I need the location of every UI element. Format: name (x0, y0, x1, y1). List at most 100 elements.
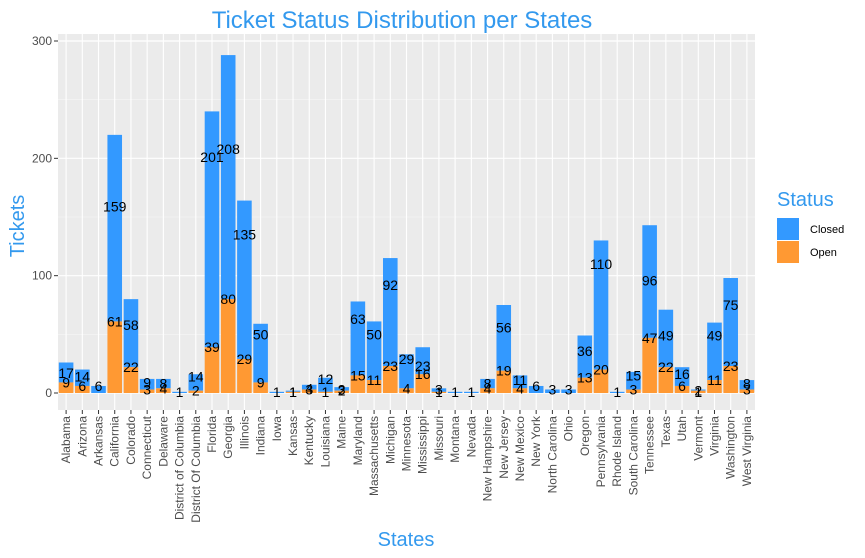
bar-open (204, 347, 220, 393)
x-tick-label: Pennsylvania (594, 416, 608, 488)
x-tick-label: Rhode Island (610, 416, 624, 487)
x-tick-label: Arizona (75, 416, 89, 457)
y-tick-label: 300 (32, 34, 52, 48)
bar-closed (723, 278, 738, 367)
bar-closed (285, 390, 301, 392)
label-closed: 92 (383, 277, 399, 293)
bar-closed (188, 374, 204, 391)
bar-open (107, 321, 123, 393)
label-closed: 208 (217, 141, 241, 157)
bar-open (577, 377, 593, 393)
legend-key-closed (777, 218, 799, 240)
label-closed: 96 (642, 272, 658, 288)
bar-closed (480, 378, 495, 389)
bar-open (285, 391, 301, 393)
x-tick-label: Indiana (254, 416, 268, 456)
label-open: 22 (123, 359, 139, 375)
label-closed: 56 (496, 319, 512, 335)
bar-closed (415, 347, 431, 375)
bar-open (188, 390, 204, 393)
x-tick-label: Colorado (124, 416, 138, 465)
x-tick-label: New Mexico (513, 416, 527, 482)
x-tick-label: Florida (205, 416, 219, 453)
label-closed: 1 (467, 384, 475, 400)
x-tick-label: Tennessee (643, 416, 657, 474)
label-open: 22 (658, 359, 674, 375)
x-tick-label: Alabama (59, 416, 73, 464)
x-tick-label: Oregon (578, 416, 592, 456)
label-closed: 8 (159, 376, 167, 392)
bar-closed (91, 385, 106, 393)
legend: Status Closed Open (777, 189, 844, 263)
label-open: 47 (642, 330, 658, 346)
label-open: 2 (338, 383, 346, 399)
label-open: 61 (107, 313, 123, 329)
x-tick-label: Montana (448, 416, 462, 463)
bar-closed (512, 375, 528, 389)
bar-open (739, 389, 755, 393)
bar-open (593, 369, 609, 393)
bar-closed (447, 391, 463, 393)
bar-closed (626, 371, 641, 390)
bar-open (480, 388, 495, 393)
x-tick-label: Texas (659, 416, 673, 447)
label-closed: 1 (451, 384, 459, 400)
label-closed: 14 (75, 369, 91, 385)
label-open: 4 (516, 380, 524, 396)
bar-closed (577, 335, 593, 378)
bar-closed (707, 322, 722, 381)
label-closed: 50 (366, 326, 382, 342)
bar-open (399, 388, 414, 393)
bar-closed (431, 388, 447, 392)
label-open: 23 (723, 358, 739, 374)
x-axis-title: States (378, 529, 435, 551)
bar-open (642, 337, 657, 393)
bar-closed (204, 111, 220, 348)
bar-closed (318, 377, 333, 392)
bar-open (366, 380, 382, 393)
label-closed: 16 (674, 366, 690, 382)
y-axis-title: Tickets (7, 195, 29, 258)
bar-open (690, 390, 706, 393)
label-open: 13 (577, 370, 593, 386)
label-closed: 49 (707, 328, 723, 344)
label-open: 9 (257, 374, 265, 390)
bar-open (58, 382, 74, 393)
x-tick-label: Maryland (351, 416, 365, 465)
label-open: 16 (415, 366, 431, 382)
label-closed: 12 (318, 371, 334, 387)
label-closed: 201 (200, 149, 224, 165)
x-tick-label: New York (529, 415, 543, 467)
bar-closed (399, 354, 414, 389)
x-tick-label: California (108, 416, 122, 467)
label-closed: 50 (253, 326, 269, 342)
label-open: 3 (305, 381, 313, 397)
bar-open (512, 388, 528, 393)
y-tick-label: 200 (32, 151, 52, 165)
label-open: 1 (322, 384, 330, 400)
x-tick-label: Utah (675, 416, 689, 441)
x-tick-label: Vermont (691, 415, 705, 460)
label-closed: 29 (399, 351, 415, 367)
bar-open (301, 389, 317, 393)
label-closed: 17 (58, 365, 74, 381)
x-tick-label: Ohio (562, 416, 576, 442)
label-open: 2 (192, 383, 200, 399)
label-open: 4 (484, 380, 492, 396)
bar-open (626, 389, 641, 393)
label-open: 39 (204, 339, 220, 355)
bar-closed (301, 384, 317, 390)
bar-closed (334, 387, 349, 391)
label-closed: 8 (484, 376, 492, 392)
label-closed: 23 (415, 358, 431, 374)
label-open: 80 (220, 291, 236, 307)
bar-closed (545, 389, 560, 393)
label-closed: 3 (548, 381, 556, 397)
bar-open (415, 374, 431, 393)
bar-closed (253, 323, 268, 383)
bar-closed (593, 240, 609, 370)
x-tick-label: Delaware (156, 416, 170, 467)
label-open: 11 (367, 372, 382, 388)
x-tick-label: Massachusetts (367, 416, 381, 496)
